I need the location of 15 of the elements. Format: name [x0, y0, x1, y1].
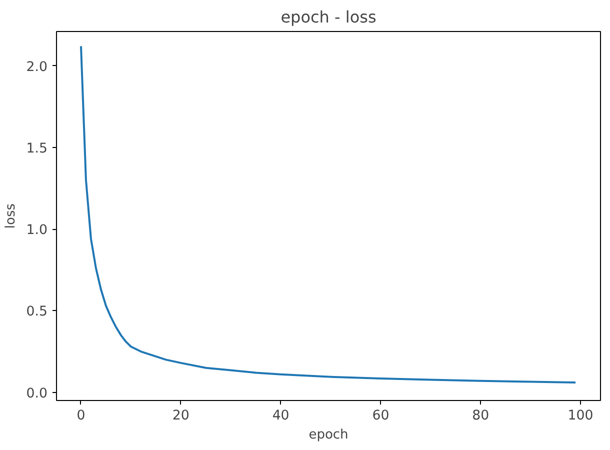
x-tick-label: 100 — [568, 408, 594, 424]
x-tick-label: 20 — [172, 408, 190, 424]
y-tick-label: 2.0 — [26, 60, 48, 75]
y-tick-label: 0.0 — [26, 386, 48, 402]
y-axis-title: loss — [3, 203, 18, 229]
y-tick-label: 0.5 — [26, 304, 48, 320]
x-tick-label: 80 — [472, 408, 490, 424]
line-series — [80, 45, 577, 384]
x-tick-label: 40 — [272, 408, 290, 424]
y-tick-label: 1.0 — [26, 223, 48, 238]
x-axis-title: epoch — [308, 428, 348, 442]
chart-title: epoch - loss — [280, 8, 376, 26]
x-tick-label: 0 — [76, 408, 86, 424]
x-tick-label: 60 — [372, 408, 390, 424]
y-tick-label: 1.5 — [26, 141, 48, 156]
